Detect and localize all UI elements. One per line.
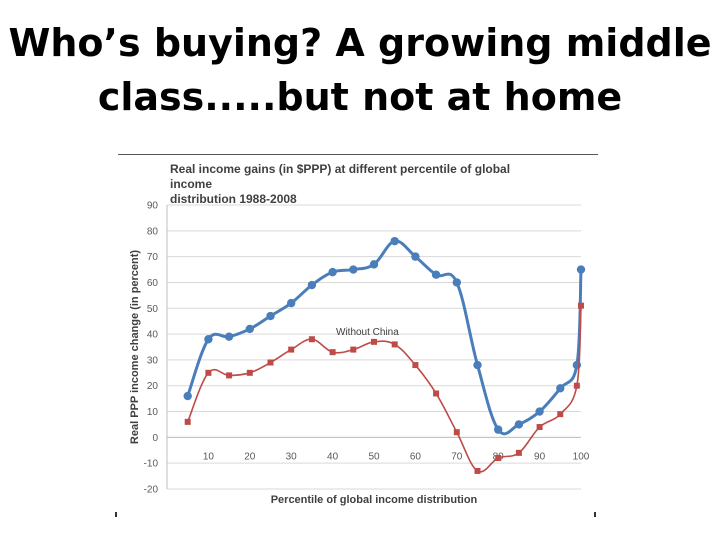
series-2-point [474,467,481,474]
series-1-point [535,407,544,416]
y-tick-label: 40 [147,330,159,341]
series-1-point [224,332,234,341]
x-tick-label: 40 [327,451,339,462]
series-1-point [473,360,482,370]
series-1-point [494,425,503,434]
y-tick-label: -20 [144,485,159,496]
x-tick-label: 90 [534,451,546,462]
frame-corner-right [594,512,596,517]
y-tick-label: 10 [147,407,159,418]
series-2-point [578,302,584,309]
series-1-point [514,420,524,429]
series-2-point [557,411,564,418]
chart-title: Real income gains (in $PPP) at different… [170,162,550,207]
series-1-point [431,270,441,279]
series-2-point [495,455,502,462]
series-2-point [288,346,295,353]
y-tick-label: 30 [147,355,159,366]
x-tick-label: 10 [203,451,215,462]
y-tick-label: 60 [147,278,159,289]
chart-title-line-2: distribution 1988-2008 [170,192,297,206]
frame-corner-left [115,512,117,517]
series-2-point [350,346,357,353]
chart-top-rule [118,154,598,155]
annotation-without-china: Without China [336,327,399,338]
y-tick-label: -10 [144,459,159,470]
slide-title-line-1: Who’s buying? A growing middle [8,21,712,65]
series-1-point [183,391,192,401]
y-tick-label: 20 [147,381,159,392]
series-2-point [453,429,460,436]
series-1-point [307,280,317,290]
series-1-point [349,265,358,274]
y-axis-ticks: -20 -10 0 10 20 30 40 50 60 70 80 90 [144,201,159,496]
series-2-point [536,424,543,431]
y-tick-label: 90 [147,201,159,212]
gridlines [166,204,581,490]
series-2-point [515,449,522,456]
chart-title-line-1: Real income gains (in $PPP) at different… [170,162,511,191]
series-2-point [184,418,191,425]
series-2-point [246,369,253,376]
x-tick-label: 100 [573,451,590,462]
series-2-point [371,338,377,345]
series-1-point [411,252,420,261]
series-2-point [267,359,274,366]
y-tick-label: 0 [152,433,158,444]
y-tick-label: 70 [147,252,159,263]
x-axis-ticks: 102030405060708090100 [203,451,590,462]
y-tick-label: 50 [147,304,159,315]
series-2-point [308,336,315,343]
y-axis-label: Real PPP income change (in percent) [129,250,141,445]
series-1-point [369,260,379,269]
series-1-point [287,298,296,308]
slide-title: Who’s buying? A growing middle class....… [0,16,720,124]
series-1-point [576,265,586,274]
series-1-point [204,335,213,344]
series-2-point [329,349,336,356]
series-2-point [412,362,419,369]
series-1-point [452,278,461,287]
x-tick-label: 50 [368,451,380,462]
series-2-point [391,341,398,348]
slide-title-line-2: class.....but not at home [97,75,623,119]
x-tick-label: 70 [451,451,463,462]
x-tick-label: 20 [244,451,256,462]
series-1-point [266,311,275,321]
series-1-point [328,267,337,277]
x-tick-label: 30 [286,451,298,462]
x-tick-label: 60 [410,451,422,462]
series-layer [183,236,586,474]
series-2-point [226,372,233,379]
series-2-point [205,369,212,376]
series-1-point [390,236,399,246]
x-axis-label: Percentile of global income distribution [271,494,478,506]
series-2-point [433,390,440,397]
series-1-point [245,324,254,334]
y-tick-label: 80 [147,226,159,237]
series-2-point [573,382,580,389]
series-1-point [556,384,565,393]
